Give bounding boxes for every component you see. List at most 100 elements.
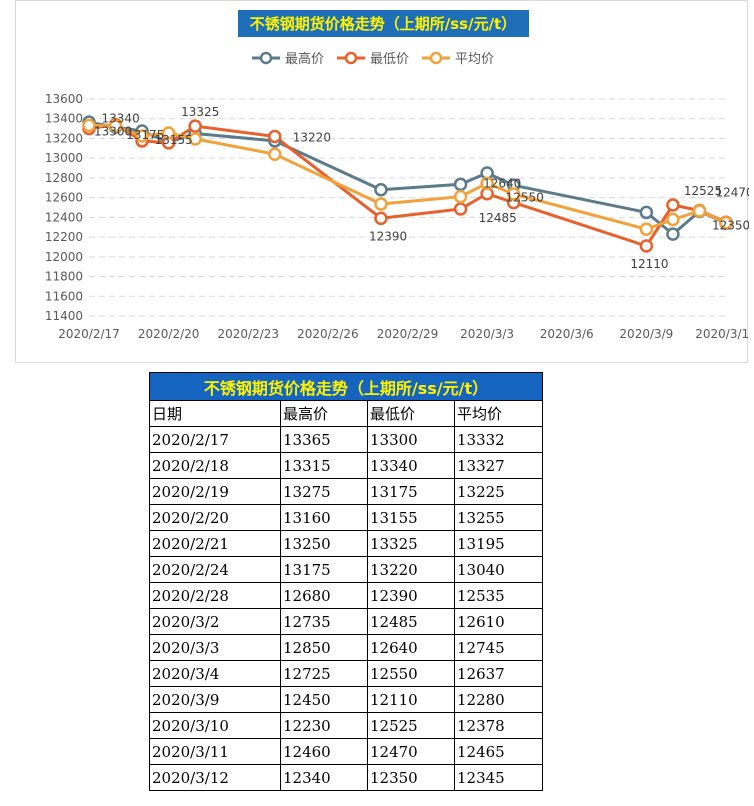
chart-grid: [89, 98, 726, 317]
y-tick-label: 12200: [45, 230, 83, 244]
table-cell: 12230: [280, 712, 368, 739]
legend-label: 最低价: [370, 52, 409, 67]
table-header-row: 日期 最高价 最低价 平均价: [149, 400, 543, 427]
y-tick-label: 12000: [45, 250, 83, 264]
data-point: [268, 147, 282, 161]
data-point: [108, 119, 123, 133]
legend-marker: [259, 51, 273, 65]
table-row: 2020/3/12 12340 12350 12345: [149, 764, 543, 791]
table-cell: 12345: [454, 764, 543, 791]
table-cell: 12735: [280, 608, 368, 635]
data-label: 13340: [102, 112, 140, 126]
table-cell: 13175: [367, 478, 455, 505]
y-tick-label: 12600: [45, 191, 83, 205]
y-axis: 11400 11600 11800 12000 12200 12400 12600 12800…: [45, 92, 83, 323]
table-row: 2020/2/17 13365 13300 13332: [149, 426, 543, 453]
legend-label: 最高价: [285, 51, 324, 67]
table-cell: 13195: [454, 530, 543, 557]
column-header: 最低价: [367, 400, 455, 427]
table-cell: 12525: [367, 712, 455, 739]
table-cell: 12450: [280, 686, 368, 713]
legend-marker: [429, 51, 443, 65]
y-tick-label: 12800: [45, 171, 83, 185]
data-point: [639, 222, 654, 236]
y-tick-label: 13200: [45, 131, 83, 145]
table-cell: 2020/2/17: [149, 426, 281, 453]
data-point: [82, 118, 96, 133]
data-point: [161, 126, 176, 140]
table-cell: 2020/2/28: [149, 582, 281, 609]
data-label: 12110: [630, 257, 668, 271]
data-point: [188, 119, 202, 133]
price-table: 不锈钢期货价格走势（上期所/ss/元/t） 日期 最高价 最低价 平均价 2020/2/…: [149, 372, 543, 791]
table-cell: 2020/3/11: [149, 738, 281, 765]
table-cell: 12340: [280, 764, 368, 791]
table-cell: 2020/2/21: [149, 530, 281, 557]
table-cell: 12390: [367, 582, 455, 609]
table-cell: 13040: [454, 556, 543, 583]
data-label: 12390: [369, 229, 407, 243]
table-cell: 13275: [280, 478, 368, 505]
table-cell: 13220: [367, 556, 455, 583]
data-label: 13155: [155, 133, 193, 147]
table-cell: 12280: [454, 686, 543, 713]
table-cell: 12725: [280, 660, 368, 687]
table-cell: 2020/3/3: [149, 634, 281, 661]
table-cell: 12680: [280, 582, 368, 609]
column-header: 日期: [149, 400, 281, 427]
x-tick-label: 2020/2/20: [138, 327, 200, 341]
data-label: 12470: [715, 185, 749, 199]
table-cell: 12610: [454, 608, 543, 635]
table-cell: 13332: [454, 426, 543, 453]
data-label: 13300: [94, 125, 132, 139]
data-label: 12525: [684, 184, 722, 198]
y-tick-label: 11600: [45, 289, 83, 303]
table-row: 2020/3/4 12725 12550 12637: [149, 660, 543, 687]
data-point: [666, 212, 680, 227]
table-row: 2020/3/9 12450 12110 12280: [149, 686, 543, 713]
table-cell: 13155: [367, 504, 455, 531]
table-cell: 13365: [280, 426, 368, 453]
x-tick-label: 2020/3/12: [695, 327, 749, 341]
data-point: [639, 239, 654, 253]
data-point: [506, 187, 521, 201]
data-point: [453, 202, 468, 216]
table-cell: 13225: [454, 478, 543, 505]
table-cell: 12535: [454, 582, 543, 609]
y-tick-label: 13000: [45, 151, 83, 165]
data-label: 12550: [506, 191, 544, 205]
data-point: [692, 204, 707, 218]
column-header: 最高价: [280, 400, 368, 427]
table-cell: 13340: [367, 452, 455, 479]
data-point: [374, 197, 388, 211]
x-tick-label: 2020/2/29: [377, 327, 439, 341]
table-cell: 12465: [454, 738, 543, 765]
table-cell: 2020/2/18: [149, 452, 281, 479]
data-point: [268, 129, 282, 144]
data-point: [480, 176, 494, 191]
data-label: 12640: [483, 177, 521, 191]
table-cell: 2020/3/12: [149, 764, 281, 791]
table-cell: 12637: [454, 660, 543, 687]
data-label: 13220: [293, 130, 331, 144]
table-cell: 2020/2/19: [149, 478, 281, 505]
table-row: 2020/2/21 13250 13325 13195: [149, 530, 543, 557]
legend-label: 平均价: [455, 52, 494, 67]
data-point: [188, 132, 202, 146]
table-row: 2020/2/18 13315 13340 13327: [149, 452, 543, 479]
table-cell: 2020/3/4: [149, 660, 281, 687]
table-cell: 13255: [454, 504, 543, 531]
data-point: [666, 227, 680, 241]
x-tick-label: 2020/3/9: [619, 327, 673, 341]
data-point: [666, 198, 680, 212]
table-cell: 12745: [454, 634, 543, 661]
x-tick-label: 2020/2/23: [217, 327, 279, 341]
data-point: [639, 205, 654, 220]
column-header: 平均价: [454, 400, 543, 427]
y-tick-label: 11400: [45, 309, 83, 323]
table-cell: 13250: [280, 530, 368, 557]
table-row: 2020/2/24 13175 13220 13040: [149, 556, 543, 583]
y-tick-label: 12400: [45, 210, 83, 224]
table-cell: 2020/2/24: [149, 556, 281, 583]
table-cell: 12350: [367, 764, 455, 791]
